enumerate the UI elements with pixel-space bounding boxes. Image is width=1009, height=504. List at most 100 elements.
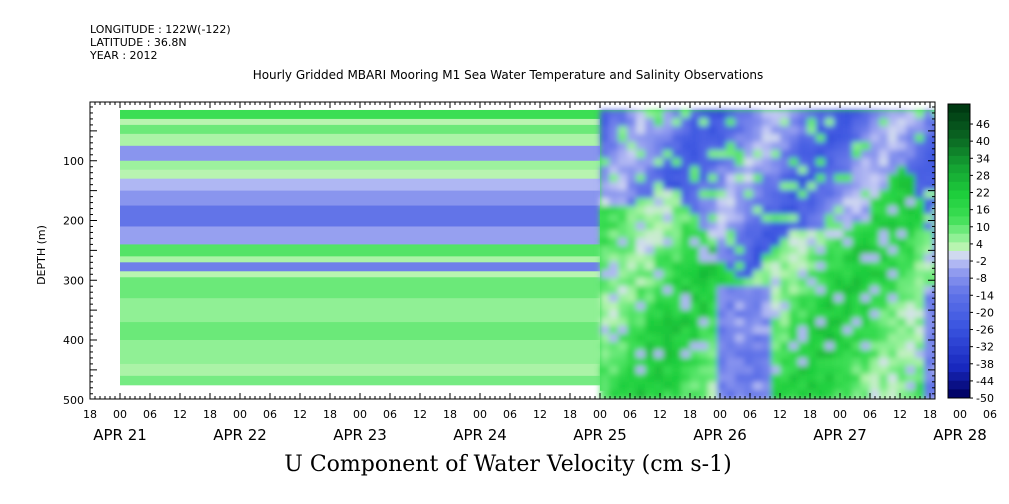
field-cell bbox=[879, 229, 890, 240]
field-cell bbox=[852, 325, 863, 336]
field-cell bbox=[825, 293, 836, 304]
field-cell bbox=[906, 221, 917, 232]
field-cell bbox=[816, 117, 827, 128]
colorbar-swatch bbox=[948, 328, 970, 338]
field-cell bbox=[735, 141, 746, 152]
field-cell bbox=[609, 381, 620, 392]
field-cell bbox=[915, 253, 926, 264]
field-cell bbox=[744, 357, 755, 368]
field-cell bbox=[717, 109, 728, 120]
field-cell bbox=[663, 141, 674, 152]
field-cell bbox=[879, 141, 890, 152]
field-cell bbox=[933, 213, 935, 224]
field-cell bbox=[879, 261, 890, 272]
field-cell bbox=[996, 222, 1007, 232]
field-cell bbox=[861, 229, 872, 240]
field-cell bbox=[618, 381, 629, 392]
field-cell bbox=[897, 157, 908, 168]
field-cell bbox=[708, 357, 719, 368]
colorbar-label: 28 bbox=[976, 169, 990, 182]
field-cell bbox=[807, 261, 818, 272]
field-cell bbox=[798, 157, 809, 168]
field-cell bbox=[870, 253, 881, 264]
field-cell bbox=[1005, 390, 1009, 400]
field-cell bbox=[888, 229, 899, 240]
field-cell bbox=[762, 125, 773, 136]
field-cell bbox=[897, 253, 908, 264]
field-cell bbox=[807, 365, 818, 376]
field-cell bbox=[762, 141, 773, 152]
field-cell bbox=[780, 245, 791, 256]
field-cell bbox=[663, 357, 674, 368]
x-hour-label: 12 bbox=[293, 408, 307, 421]
field-cell bbox=[636, 205, 647, 216]
field-cell bbox=[816, 157, 827, 168]
field-cell bbox=[870, 325, 881, 336]
field-cell bbox=[852, 365, 863, 376]
field-cell bbox=[762, 157, 773, 168]
field-cell bbox=[744, 173, 755, 184]
field-cell bbox=[672, 141, 683, 152]
field-cell bbox=[924, 293, 935, 304]
field-cell bbox=[690, 173, 701, 184]
field-cell bbox=[915, 317, 926, 328]
field-cell bbox=[753, 293, 764, 304]
field-cell bbox=[888, 189, 899, 200]
field-cell bbox=[618, 117, 629, 128]
field-cell bbox=[672, 301, 683, 312]
field-cell bbox=[771, 237, 782, 248]
field-cell bbox=[609, 365, 620, 376]
velocity-band-8 bbox=[120, 190, 604, 207]
field-cell bbox=[852, 253, 863, 264]
field-cell bbox=[663, 157, 674, 168]
field-cell bbox=[807, 197, 818, 208]
field-cell bbox=[609, 293, 620, 304]
field-cell bbox=[897, 141, 908, 152]
field-cell bbox=[636, 141, 647, 152]
field-cell bbox=[1005, 246, 1009, 256]
field-cell bbox=[618, 373, 629, 384]
colorbar-border bbox=[947, 103, 971, 399]
field-cell bbox=[753, 149, 764, 160]
field-cell bbox=[690, 189, 701, 200]
field-cell bbox=[618, 277, 629, 288]
field-cell bbox=[645, 237, 656, 248]
colorbar-swatch bbox=[948, 155, 970, 165]
field-cell bbox=[933, 133, 935, 144]
field-cell bbox=[906, 253, 917, 264]
field-cell bbox=[672, 253, 683, 264]
field-cell bbox=[915, 293, 926, 304]
field-cell bbox=[780, 301, 791, 312]
field-cell bbox=[852, 333, 863, 344]
field-cell bbox=[717, 365, 728, 376]
field-cell bbox=[600, 277, 611, 288]
field-cell bbox=[780, 293, 791, 304]
field-cell bbox=[906, 293, 917, 304]
field-cell bbox=[690, 341, 701, 352]
field-cell bbox=[645, 141, 656, 152]
field-cell bbox=[798, 213, 809, 224]
field-cell bbox=[924, 253, 935, 264]
field-cell bbox=[996, 358, 1007, 368]
field-cell bbox=[888, 309, 899, 320]
field-cell bbox=[699, 181, 710, 192]
field-cell bbox=[771, 381, 782, 392]
field-cell bbox=[906, 189, 917, 200]
field-cell bbox=[996, 366, 1007, 376]
field-cell bbox=[654, 293, 665, 304]
colorbar-swatch bbox=[948, 285, 970, 295]
field-cell bbox=[645, 373, 656, 384]
x-date-label: APR 22 bbox=[213, 426, 267, 444]
y-tick-label: 300 bbox=[63, 274, 84, 287]
field-cell bbox=[852, 285, 863, 296]
field-cell bbox=[861, 269, 872, 280]
field-cell bbox=[726, 341, 737, 352]
field-cell bbox=[708, 141, 719, 152]
field-cell bbox=[897, 197, 908, 208]
field-cell bbox=[807, 253, 818, 264]
field-cell bbox=[996, 326, 1007, 336]
field-cell bbox=[789, 293, 800, 304]
field-cell bbox=[861, 189, 872, 200]
field-cell bbox=[672, 317, 683, 328]
field-cell bbox=[996, 334, 1007, 344]
